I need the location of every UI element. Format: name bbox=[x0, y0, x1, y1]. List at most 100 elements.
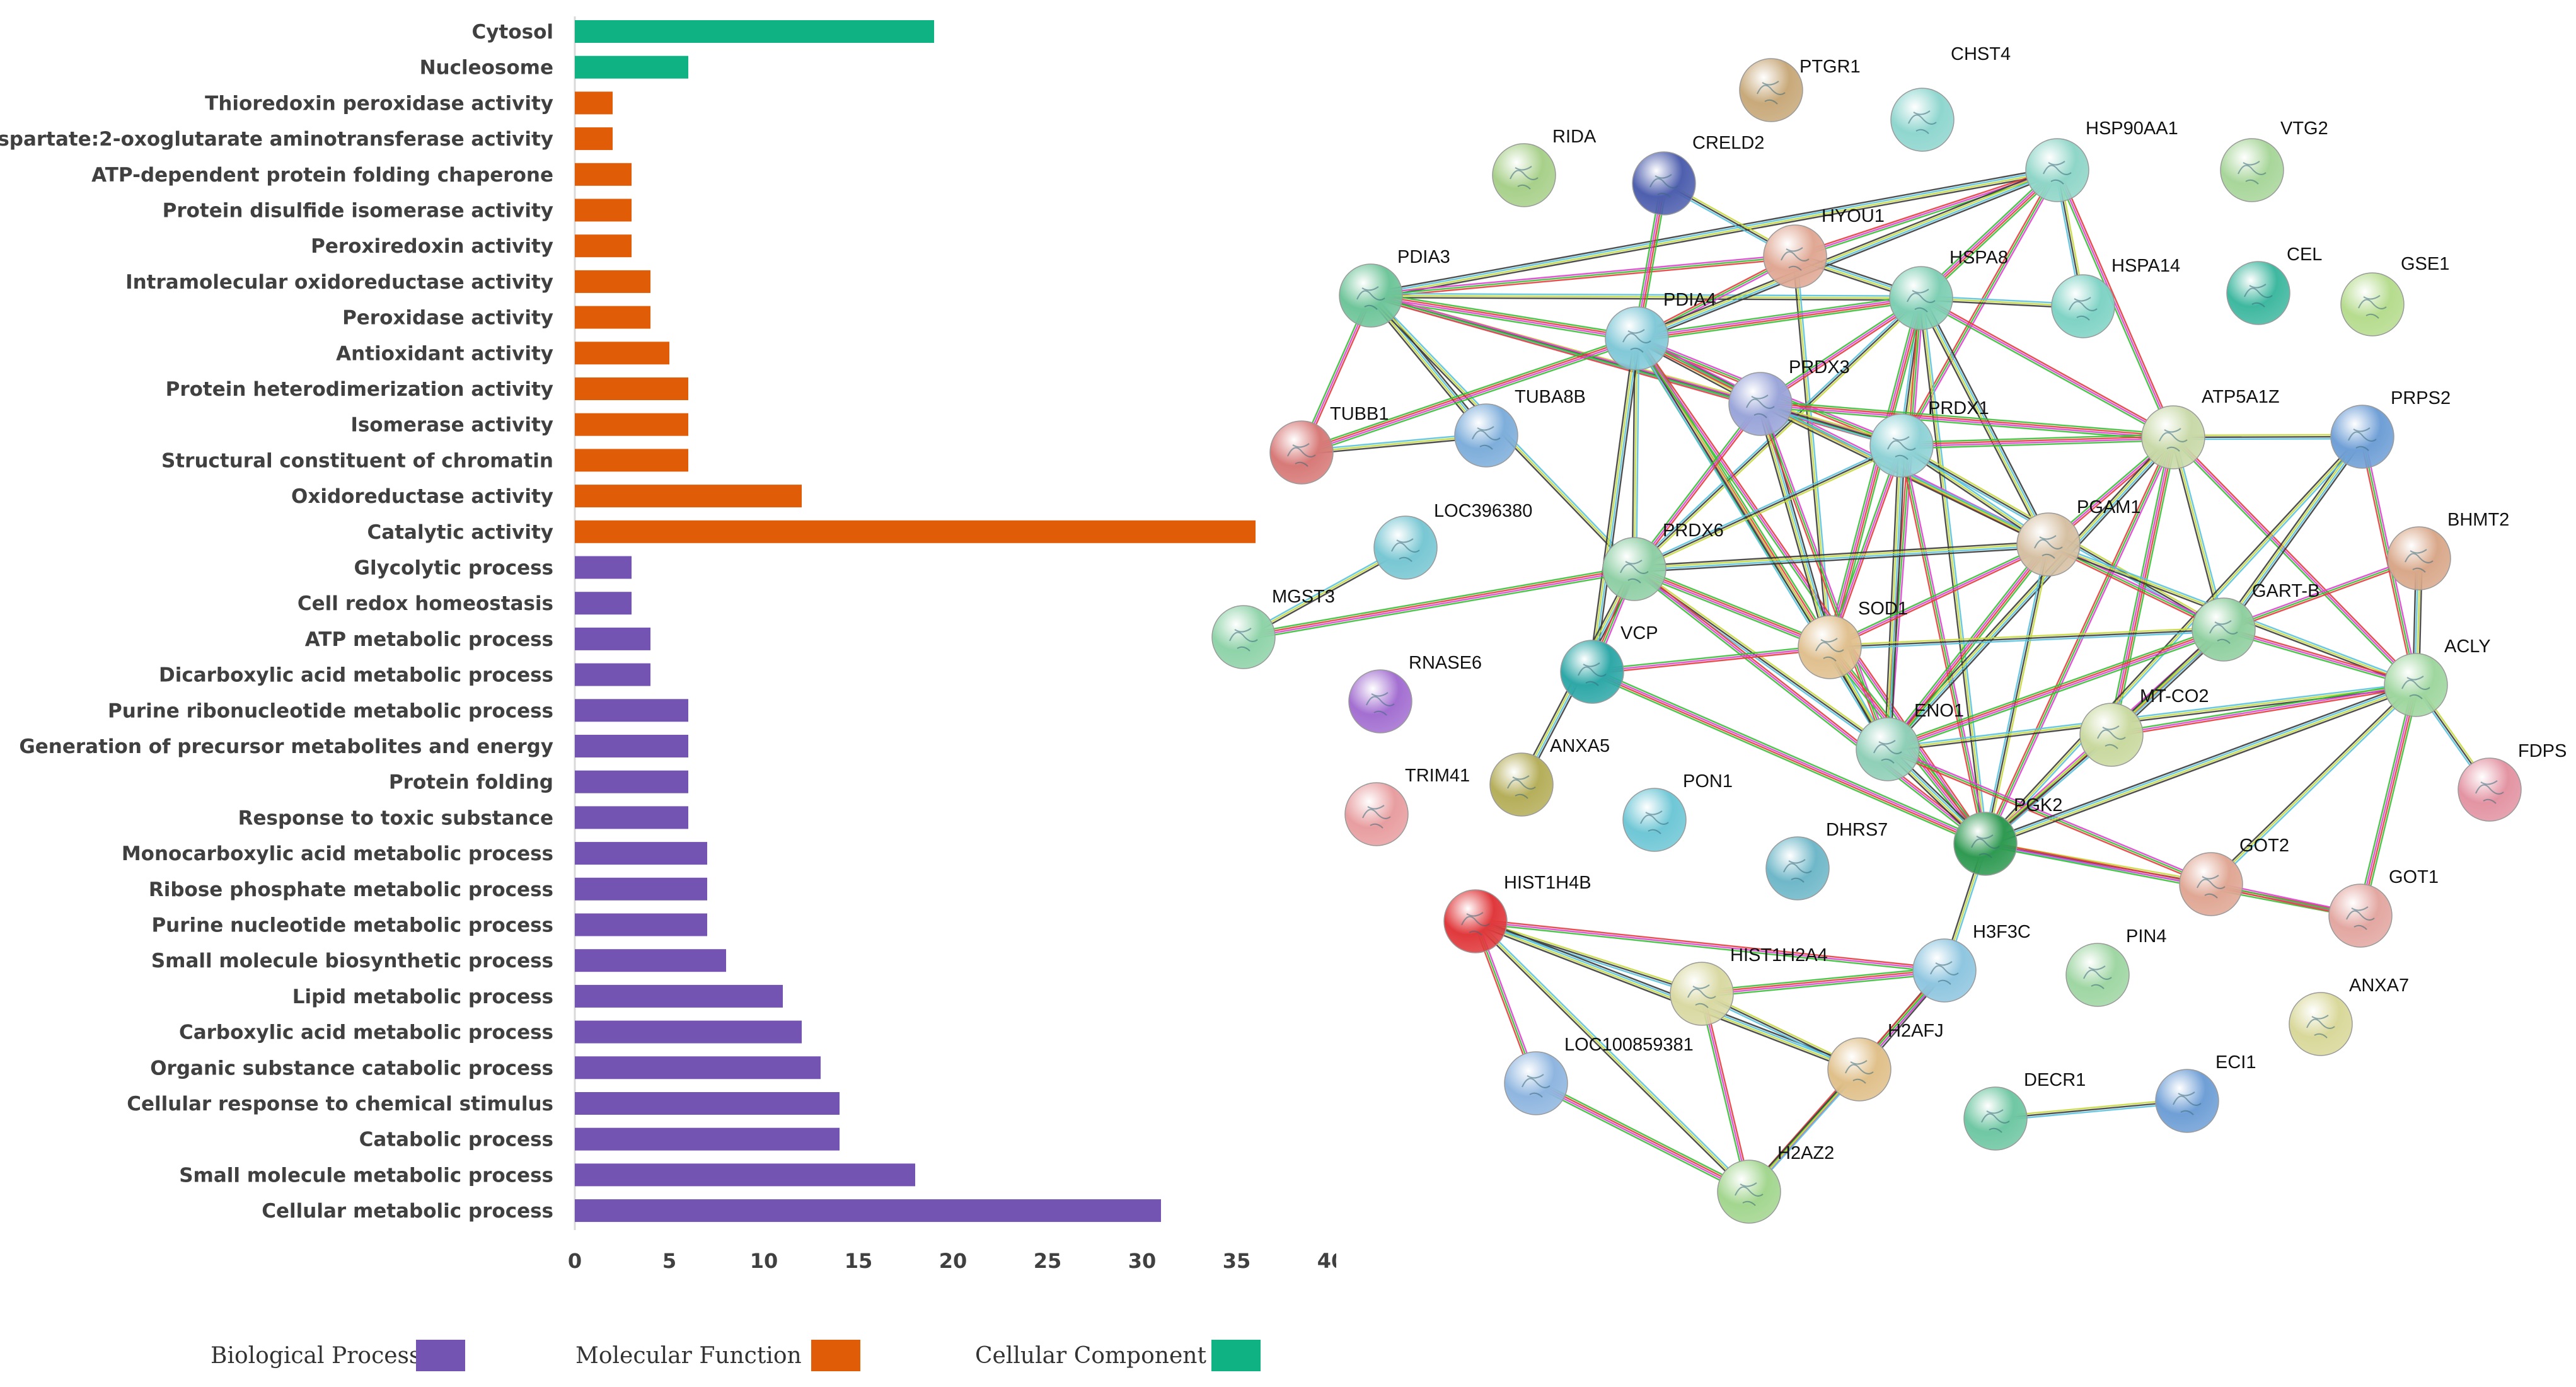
edge-prdx3-atp5a1z bbox=[1760, 400, 2174, 441]
x-tick-label: 10 bbox=[750, 1249, 778, 1273]
legend-swatch-cellular-component bbox=[1211, 1340, 1261, 1371]
bar-atp-metabolic-process bbox=[575, 627, 650, 650]
node-label-acly: ACLY bbox=[2444, 636, 2491, 657]
category-label: L-aspartate:2-oxoglutarate aminotransfer… bbox=[0, 128, 553, 151]
node-pin4 bbox=[2065, 943, 2130, 1007]
bar-monocarboxylic-acid-metabolic-process bbox=[575, 842, 707, 865]
bar-generation-of-precursor-metabolites-and-energy bbox=[575, 735, 688, 757]
bar-l-aspartate-2-oxoglutarate-aminotransferase-activity bbox=[575, 127, 613, 151]
edge-hsp90aa1-pdia4 bbox=[1635, 166, 2059, 342]
node-label-rnase6: RNASE6 bbox=[1409, 653, 1482, 673]
edge-hspa8-atp5a1z bbox=[1919, 296, 2175, 440]
node-anxa5 bbox=[1489, 752, 1554, 817]
category-label: Peroxidase activity bbox=[342, 307, 553, 330]
bar-carboxylic-acid-metabolic-process bbox=[575, 1020, 802, 1044]
category-label: Cytosol bbox=[472, 21, 553, 43]
node-hist1h4b bbox=[1443, 889, 1508, 953]
x-tick-label: 0 bbox=[568, 1249, 582, 1273]
node-label-ptgr1: PTGR1 bbox=[1799, 57, 1861, 77]
node-label-prps2: PRPS2 bbox=[2391, 388, 2451, 408]
bar-response-to-toxic-substance bbox=[575, 806, 688, 829]
edge-pgk2-vcp bbox=[1590, 668, 1987, 848]
bar-oxidoreductase-activity bbox=[575, 485, 802, 508]
go-enrichment-bar-chart: Cytosol Nucleosome Thioredoxin peroxidase … bbox=[0, 16, 1336, 1371]
x-tick-label: 20 bbox=[939, 1249, 967, 1273]
category-label: Cellular metabolic process bbox=[262, 1200, 553, 1223]
bar-antioxidant-activity bbox=[575, 342, 669, 365]
bar-small-molecule-biosynthetic-process bbox=[575, 949, 726, 972]
node-pdia4 bbox=[1605, 306, 1669, 371]
node-eci1 bbox=[2155, 1069, 2219, 1133]
node-sod1 bbox=[1798, 615, 1862, 679]
category-label: Monocarboxylic acid metabolic process bbox=[122, 843, 553, 865]
category-label: Peroxiredoxin activity bbox=[311, 235, 553, 258]
x-tick-label: 25 bbox=[1034, 1249, 1062, 1273]
category-label: Ribose phosphate metabolic process bbox=[149, 878, 553, 901]
node-hyou1 bbox=[1763, 224, 1827, 289]
edge-hist1h4b-h3f3c bbox=[1475, 918, 1945, 974]
legend-label-cellular-component: Cellular Component bbox=[975, 1343, 1206, 1369]
edge-hspa8-pgk2 bbox=[1918, 297, 1989, 844]
edge-acly-got2 bbox=[2209, 682, 2418, 887]
edge-hist1h2a4-h2az2 bbox=[1699, 993, 1752, 1193]
edge-acly-got1 bbox=[2357, 684, 2420, 917]
bar-lipid-metabolic-process bbox=[575, 984, 783, 1008]
category-label: Cellular response to chemical stimulus bbox=[127, 1093, 553, 1115]
node-label-anxa7: ANXA7 bbox=[2349, 976, 2409, 996]
bar-catalytic-activity bbox=[575, 520, 1256, 543]
node-prdx6 bbox=[1602, 537, 1666, 601]
node-h2afj bbox=[1827, 1037, 1892, 1102]
category-label: Cell redox homeostasis bbox=[297, 592, 553, 615]
node-hspa14 bbox=[2051, 274, 2115, 338]
node-label-tubb1: TUBB1 bbox=[1330, 404, 1389, 424]
node-tuba8b bbox=[1454, 403, 1518, 468]
edge-prdx1-eno1 bbox=[1884, 445, 1905, 750]
node-acly bbox=[2384, 653, 2448, 717]
network-labels: PTGR1 CHST4 RIDA CRELD2 HSP90AA1 VTG2 HYOU1 PDI… bbox=[1272, 44, 2567, 1163]
edge-hsp90aa1-prdx1 bbox=[1899, 168, 2060, 447]
edge-pgam1-sod1 bbox=[1828, 542, 2050, 650]
edge-hspa8-prdx3 bbox=[1759, 296, 1923, 406]
bar-protein-disulfide-isomerase-activity bbox=[575, 199, 632, 222]
bar-intramolecular-oxidoreductase-activity bbox=[575, 270, 650, 293]
node-hsp90aa1 bbox=[2025, 138, 2089, 202]
edge-mgst3-prdx6 bbox=[1242, 565, 1636, 641]
x-tick-label: 5 bbox=[662, 1249, 676, 1273]
node-prdx1 bbox=[1869, 413, 1934, 478]
bar-protein-heterodimerization-activity bbox=[575, 377, 688, 400]
edge-prdx1-atp5a1z bbox=[1901, 434, 2174, 449]
category-label: Generation of precursor metabolites and … bbox=[19, 735, 553, 758]
category-label: Antioxidant activity bbox=[336, 342, 553, 365]
category-label: Small molecule metabolic process bbox=[179, 1164, 553, 1187]
bar-peroxiredoxin-activity bbox=[575, 234, 632, 258]
node-label-cel: CEL bbox=[2287, 245, 2322, 265]
node-dhrs7 bbox=[1765, 836, 1830, 901]
edge-prdx3-prdx6 bbox=[1632, 402, 1763, 571]
node-bhmt2 bbox=[2387, 526, 2451, 590]
edge-loc100859381-h2az2 bbox=[1534, 1079, 1751, 1195]
category-label: Response to toxic substance bbox=[238, 807, 553, 829]
node-label-mgst3: MGST3 bbox=[1272, 587, 1335, 607]
edge-pgam1-prdx6 bbox=[1634, 541, 2049, 573]
category-label: Structural constituent of chromatin bbox=[161, 449, 553, 472]
node-got1 bbox=[2328, 883, 2393, 948]
edge-pdia3-hsp90aa1 bbox=[1370, 166, 2059, 299]
category-label: Catabolic process bbox=[359, 1129, 553, 1151]
node-got2 bbox=[2179, 852, 2243, 916]
bar-cytosol bbox=[575, 20, 934, 43]
node-label-chst4: CHST4 bbox=[1951, 44, 2011, 64]
edge-atp5a1z-mt-co2 bbox=[2108, 436, 2177, 736]
bar-nucleosome bbox=[575, 55, 688, 79]
node-label-loc396380: LOC396380 bbox=[1434, 501, 1532, 521]
node-label-got2: GOT2 bbox=[2239, 836, 2289, 856]
node-label-dhrs7: DHRS7 bbox=[1826, 820, 1888, 840]
category-label: Lipid metabolic process bbox=[292, 986, 553, 1008]
edge-pgam1-gart-b bbox=[2047, 542, 2225, 632]
category-label: ATP-dependent protein folding chaperone bbox=[91, 164, 553, 187]
node-label-pon1: PON1 bbox=[1683, 771, 1733, 791]
category-label: Small molecule biosynthetic process bbox=[151, 950, 553, 972]
node-label-hist1h2a4: HIST1H2A4 bbox=[1730, 945, 1828, 965]
edge-hspa8-eno1 bbox=[1885, 297, 1924, 750]
node-creld2 bbox=[1632, 151, 1696, 216]
